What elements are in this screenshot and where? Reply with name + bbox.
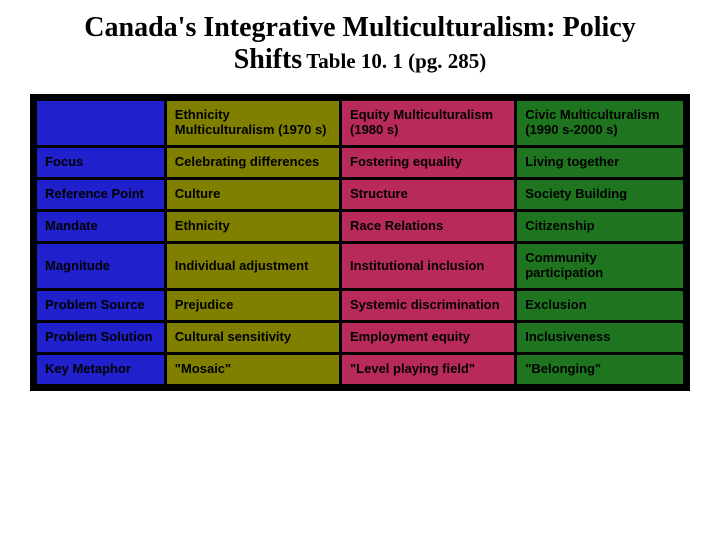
header-col-3: Civic Multiculturalism (1990 s-2000 s) [516, 100, 685, 147]
row-c2: Institutional inclusion [341, 243, 516, 290]
slide: Canada's Integrative Multiculturalism: P… [0, 0, 720, 540]
row-c2: Systemic discrimination [341, 289, 516, 321]
row-c2: "Level playing field" [341, 353, 516, 385]
row-c3: Community participation [516, 243, 685, 290]
header-col-2: Equity Multiculturalism (1980 s) [341, 100, 516, 147]
title-line-1: Canada's Integrative Multiculturalism: P… [20, 12, 700, 44]
row-c1: Cultural sensitivity [165, 321, 340, 353]
table-row: Mandate Ethnicity Race Relations Citizen… [36, 211, 685, 243]
row-label: Problem Source [36, 289, 166, 321]
table-row: Problem Solution Cultural sensitivity Em… [36, 321, 685, 353]
table-row: Focus Celebrating differences Fostering … [36, 147, 685, 179]
title-subtitle: Table 10. 1 (pg. 285) [306, 49, 486, 73]
title-line-1-text: Canada's Integrative Multiculturalism: P… [84, 12, 635, 43]
title-line-2: Shifts Table 10. 1 (pg. 285) [20, 44, 700, 76]
row-c3: Society Building [516, 179, 685, 211]
policy-table-wrap: Ethnicity Multiculturalism (1970 s) Equi… [30, 94, 690, 390]
row-c2: Structure [341, 179, 516, 211]
table-row: Magnitude Individual adjustment Institut… [36, 243, 685, 290]
row-c2: Race Relations [341, 211, 516, 243]
row-c1: Celebrating differences [165, 147, 340, 179]
row-c1: Prejudice [165, 289, 340, 321]
row-c3: Inclusiveness [516, 321, 685, 353]
row-label: Reference Point [36, 179, 166, 211]
row-label: Magnitude [36, 243, 166, 290]
row-label: Problem Solution [36, 321, 166, 353]
row-label: Focus [36, 147, 166, 179]
header-col-1: Ethnicity Multiculturalism (1970 s) [165, 100, 340, 147]
row-c1: "Mosaic" [165, 353, 340, 385]
row-c1: Culture [165, 179, 340, 211]
table-header-row: Ethnicity Multiculturalism (1970 s) Equi… [36, 100, 685, 147]
table-row: Reference Point Culture Structure Societ… [36, 179, 685, 211]
row-c2: Fostering equality [341, 147, 516, 179]
row-label: Key Metaphor [36, 353, 166, 385]
title-line-2-main: Shifts [234, 44, 302, 75]
policy-table: Ethnicity Multiculturalism (1970 s) Equi… [34, 98, 686, 386]
row-c1: Individual adjustment [165, 243, 340, 290]
row-c3: Exclusion [516, 289, 685, 321]
table-row: Key Metaphor "Mosaic" "Level playing fie… [36, 353, 685, 385]
table-row: Problem Source Prejudice Systemic discri… [36, 289, 685, 321]
header-blank [36, 100, 166, 147]
row-c2: Employment equity [341, 321, 516, 353]
slide-title: Canada's Integrative Multiculturalism: P… [20, 12, 700, 76]
row-c3: "Belonging" [516, 353, 685, 385]
row-label: Mandate [36, 211, 166, 243]
row-c1: Ethnicity [165, 211, 340, 243]
row-c3: Citizenship [516, 211, 685, 243]
row-c3: Living together [516, 147, 685, 179]
